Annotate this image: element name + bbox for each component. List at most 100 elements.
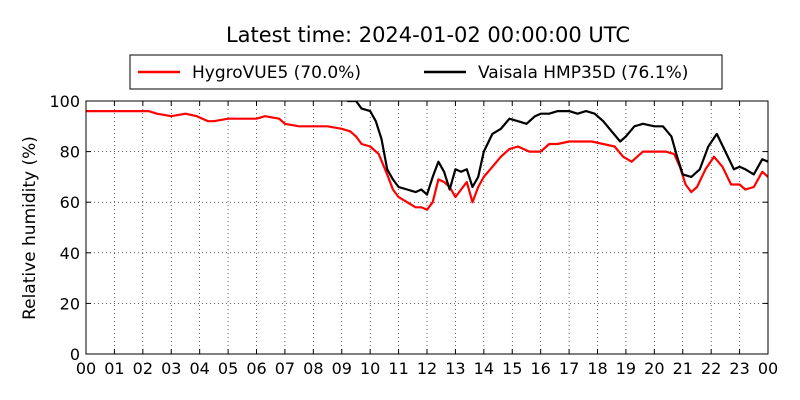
data-point-hygrovue5 — [355, 135, 357, 138]
x-tick-label: 15 — [502, 359, 522, 378]
data-point-hygrovue5 — [420, 206, 423, 209]
data-point-vaisala — [369, 110, 372, 112]
x-tick-label: 09 — [332, 359, 352, 378]
data-point-vaisala — [392, 178, 394, 181]
y-tick-label: 20 — [60, 294, 80, 313]
data-point-hygrovue5 — [579, 140, 582, 143]
data-point-hygrovue5 — [508, 148, 511, 150]
data-point-hygrovue5 — [360, 143, 363, 145]
data-point-hygrovue5 — [556, 143, 559, 145]
x-tick-label: 06 — [246, 359, 266, 378]
x-tick-label: 03 — [161, 359, 181, 378]
data-point-hygrovue5 — [156, 112, 158, 115]
data-point-vaisala — [670, 135, 673, 138]
data-point-vaisala — [443, 171, 445, 173]
data-point-vaisala — [707, 145, 710, 148]
data-point-hygrovue5 — [466, 181, 468, 183]
data-point-hygrovue5 — [392, 188, 394, 191]
data-point-vaisala — [386, 168, 389, 171]
x-tick-label: 18 — [587, 359, 607, 378]
data-point-hygrovue5 — [630, 160, 633, 163]
data-point-vaisala — [753, 173, 755, 176]
data-point-vaisala — [534, 115, 536, 117]
y-tick-label: 80 — [60, 143, 80, 162]
data-point-vaisala — [676, 155, 678, 158]
data-point-vaisala — [576, 112, 579, 115]
x-tick-label: 07 — [275, 359, 295, 378]
x-tick-label: 20 — [644, 359, 664, 378]
data-point-hygrovue5 — [431, 201, 434, 203]
data-point-vaisala — [633, 125, 636, 128]
data-point-vaisala — [500, 128, 502, 130]
data-point-vaisala — [602, 120, 604, 122]
gridlines — [86, 101, 768, 354]
data-point-hygrovue5 — [483, 176, 485, 178]
data-point-hygrovue5 — [369, 145, 372, 148]
data-point-hygrovue5 — [653, 150, 656, 153]
x-tick-label: 05 — [218, 359, 238, 378]
data-point-hygrovue5 — [684, 183, 687, 186]
data-point-vaisala — [738, 166, 741, 168]
x-tick-label: 11 — [388, 359, 408, 378]
x-tick-label: 13 — [445, 359, 465, 378]
x-tick-label: 12 — [417, 359, 437, 378]
data-point-hygrovue5 — [539, 150, 542, 153]
y-tick-label: 60 — [60, 193, 80, 212]
x-tick-label: 04 — [189, 359, 209, 378]
data-point-hygrovue5 — [713, 155, 715, 158]
data-point-vaisala — [610, 130, 613, 133]
data-point-vaisala — [460, 171, 462, 173]
data-point-vaisala — [690, 176, 693, 178]
data-point-hygrovue5 — [744, 188, 747, 191]
series-line-vaisala — [347, 101, 768, 196]
x-tick-label: 16 — [530, 359, 550, 378]
data-point-hygrovue5 — [227, 117, 229, 120]
data-point-hygrovue5 — [255, 117, 258, 120]
y-tick-label: 0 — [70, 345, 80, 364]
x-tick-label: 00 — [76, 359, 96, 378]
legend-label-vaisala: Vaisala HMP35D (76.1%) — [478, 63, 688, 83]
data-point-hygrovue5 — [326, 125, 329, 128]
x-tick-label: 01 — [104, 359, 124, 378]
x-tick-label: 08 — [303, 359, 323, 378]
data-point-hygrovue5 — [454, 196, 457, 198]
data-point-hygrovue5 — [471, 201, 474, 203]
data-point-hygrovue5 — [622, 155, 624, 158]
data-point-vaisala — [653, 125, 656, 128]
data-point-hygrovue5 — [127, 110, 130, 112]
x-tick-label: 02 — [133, 359, 153, 378]
chart-title: Latest time: 2024-01-02 00:00:00 UTC — [226, 23, 630, 47]
data-point-hygrovue5 — [443, 181, 445, 183]
data-point-vaisala — [517, 120, 519, 122]
y-axis-label: Relative humidity (%) — [20, 136, 40, 320]
y-axis-ticks: 0 20 40 60 80 100 — [49, 92, 768, 364]
data-point-hygrovue5 — [696, 186, 698, 188]
data-point-hygrovue5 — [664, 150, 667, 153]
data-point-hygrovue5 — [690, 191, 693, 193]
data-point-vaisala — [716, 133, 718, 135]
data-point-vaisala — [426, 193, 428, 196]
x-tick-label: 23 — [729, 359, 749, 378]
data-point-vaisala — [483, 150, 485, 153]
legend-label-hygrovue5: HygroVUE5 (70.0%) — [192, 63, 361, 83]
data-point-vaisala — [471, 186, 474, 188]
data-point-hygrovue5 — [613, 145, 616, 148]
data-point-hygrovue5 — [704, 168, 707, 171]
data-point-vaisala — [744, 168, 747, 171]
data-point-hygrovue5 — [426, 209, 428, 211]
data-point-hygrovue5 — [642, 150, 644, 153]
data-point-vaisala — [525, 123, 528, 125]
data-point-vaisala — [431, 176, 434, 178]
x-tick-label: 00 — [758, 359, 778, 378]
data-point-vaisala — [406, 188, 408, 191]
data-point-vaisala — [414, 191, 417, 193]
data-point-hygrovue5 — [349, 130, 352, 133]
series-lines — [86, 101, 768, 211]
data-point-vaisala — [699, 168, 701, 171]
data-point-vaisala — [724, 150, 727, 153]
data-point-hygrovue5 — [414, 206, 417, 209]
x-tick-label: 14 — [474, 359, 494, 378]
data-point-vaisala — [454, 168, 457, 171]
data-point-vaisala — [437, 160, 440, 163]
